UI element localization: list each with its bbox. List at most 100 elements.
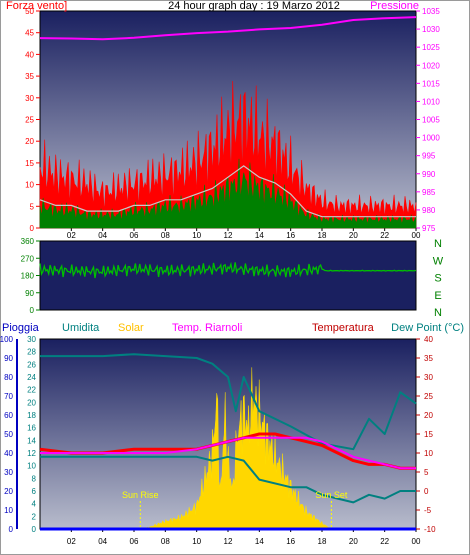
time-tick-label: 06: [130, 537, 139, 546]
rain-tick-label: 80: [4, 373, 13, 382]
direction-line: [39, 261, 417, 279]
pressure-tick-label: 1035: [422, 7, 440, 16]
rain-tick-label: 10: [4, 506, 13, 515]
direction-letter: E: [434, 290, 441, 302]
time-tick-label: 22: [380, 537, 389, 546]
rain-tick-label: 100: [0, 335, 14, 344]
rain-tick-label: 30: [4, 468, 13, 477]
time-tick-label: 14: [255, 537, 264, 546]
direction-tick-label: 360: [21, 237, 35, 246]
direction-letter: N: [434, 238, 442, 250]
avg-wind-area: [39, 158, 417, 229]
pressure-tick-label: 1015: [422, 79, 440, 88]
temperature-tick-label: 5: [424, 468, 429, 477]
time-tick-label: 06: [130, 231, 139, 240]
time-tick-label: 10: [192, 231, 201, 240]
pressure-axis-ticks: 975 980 985 990 995 1000 1005 1010 1015 1020 1025 1…: [416, 7, 440, 233]
pressure-tick-label: 980: [422, 206, 436, 215]
time-tick-label: 12: [224, 537, 233, 546]
temperature-axis-ticks: -10 -5 0 5 10 15 20 25 30 35 40: [416, 335, 436, 534]
humidity-tick-label: 8: [32, 474, 37, 483]
wind-tick-label: 30: [25, 94, 34, 103]
humidity-label: Umidita: [62, 322, 100, 334]
temperature-tick-label: 35: [424, 354, 433, 363]
pressure-tick-label: 1010: [422, 97, 440, 106]
time-tick-label: 12: [224, 231, 233, 240]
wind-tick-label: 20: [25, 137, 34, 146]
direction-letter: S: [434, 273, 441, 285]
pressure-tick-label: 990: [422, 170, 436, 179]
time-tick-label: 20: [349, 231, 358, 240]
humidity-tick-label: 0: [32, 525, 37, 534]
direction-letter: W: [433, 255, 444, 267]
humidity-tick-label: 24: [27, 373, 36, 382]
direction-letter: N: [434, 307, 442, 319]
time-tick-label: 00: [412, 537, 421, 546]
humidity-tick-label: 10: [27, 462, 36, 471]
pressure-axis-title: Pressione: [370, 0, 419, 12]
direction-tick-label: 270: [21, 254, 35, 263]
wind-tick-label: 40: [25, 50, 34, 59]
time-tick-label: 14: [255, 231, 264, 240]
temp-riarnoli-label: Temp. Riarnoli: [172, 322, 242, 334]
temperature-tick-label: 10: [424, 449, 433, 458]
wind-tick-label: 10: [25, 181, 34, 190]
humidity-tick-label: 26: [27, 360, 36, 369]
time-tick-label: 10: [192, 537, 201, 546]
pressure-tick-label: 1020: [422, 61, 440, 70]
pressure-line: [39, 16, 417, 41]
time-tick-label: 22: [380, 231, 389, 240]
direction-tick-label: 180: [21, 272, 35, 281]
wind-tick-label: 25: [25, 116, 34, 125]
humidity-tick-label: 22: [27, 386, 36, 395]
wind-pressure-series: [39, 16, 417, 229]
time-tick-label: 08: [161, 537, 170, 546]
direction-axis-ticks: 0 90 180 270 360: [21, 237, 40, 315]
dew-line: [40, 455, 416, 504]
gust-wind-area: [39, 80, 417, 229]
humidity-tick-label: 12: [27, 449, 36, 458]
wind-average-line: [39, 165, 416, 218]
time-tick-label: 18: [318, 537, 327, 546]
humidity-tick-label: 28: [27, 348, 36, 357]
temp-riarnoli-line: [40, 436, 416, 470]
time-tick-label: 04: [98, 537, 107, 546]
pressure-tick-label: 1030: [422, 25, 440, 34]
time-tick-label: 16: [286, 231, 295, 240]
wind-axis-ticks: 0 5 10 15 20 25 30 35 40 45 50: [25, 7, 40, 233]
pressure-tick-label: 1000: [422, 134, 440, 143]
wind-tick-label: 0: [30, 224, 35, 233]
solar-label: Solar: [118, 322, 144, 334]
chart-title: 24 hour graph day : 19 Marzo 2012: [168, 0, 340, 12]
time-tick-label: 00: [412, 231, 421, 240]
rain-label: Pioggia: [2, 322, 40, 334]
rain-axis-ticks: 0 10 20 30 40 50 60 70 80 90 100: [0, 335, 18, 534]
rain-tick-label: 60: [4, 411, 13, 420]
humidity-tick-label: 20: [27, 398, 36, 407]
wind-tick-label: 35: [25, 72, 34, 81]
humidity-tick-label: 14: [27, 436, 36, 445]
rain-tick-label: 0: [9, 525, 14, 534]
temperature-tick-label: 20: [424, 411, 433, 420]
temperature-tick-label: 15: [424, 430, 433, 439]
time-tick-label: 18: [318, 231, 327, 240]
temperature-label: Temperatura: [312, 322, 375, 334]
dew-point-label: Dew Point (°C): [391, 322, 464, 334]
time-tick-label: 02: [67, 231, 76, 240]
temperature-tick-label: 30: [424, 373, 433, 382]
humidity-pct-line: [40, 353, 417, 451]
sun-set-label: Sun Set: [315, 490, 348, 500]
temperature-line: [39, 432, 416, 470]
humidity-tick-label: 16: [27, 424, 36, 433]
rain-tick-label: 20: [4, 487, 13, 496]
wind-tick-label: 5: [30, 202, 35, 211]
rain-tick-label: 70: [4, 392, 13, 401]
humidity-tick-label: 18: [27, 411, 36, 420]
temperature-tick-label: 0: [424, 487, 429, 496]
temperature-tick-label: -10: [424, 525, 436, 534]
direction-series: [39, 261, 417, 279]
humidity-tick-label: 4: [32, 500, 37, 509]
